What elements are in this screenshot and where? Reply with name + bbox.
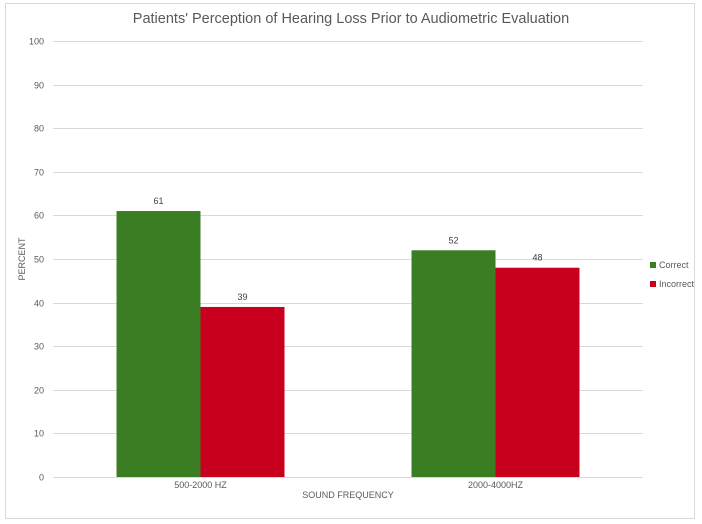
- x-axis-ticks: 500-2000 HZ 2000-4000HZ: [174, 480, 523, 490]
- bar-correct: [116, 211, 201, 478]
- x-axis-title: SOUND FREQUENCY: [302, 490, 394, 500]
- y-tick-label: 100: [29, 37, 44, 47]
- legend-swatch-incorrect: [650, 281, 656, 287]
- y-axis-ticks: 0 10 20 30 40 50 60 70 80 90 100: [29, 37, 44, 483]
- y-tick-label: 80: [34, 124, 44, 134]
- y-tick-label: 20: [34, 386, 44, 396]
- y-tick-label: 30: [34, 342, 44, 352]
- y-tick-label: 10: [34, 429, 44, 439]
- chart-title: Patients' Perception of Hearing Loss Pri…: [133, 11, 569, 27]
- y-axis-title: PERCENT: [17, 237, 27, 281]
- data-label: 48: [532, 253, 542, 263]
- data-label: 39: [237, 292, 247, 302]
- y-tick-label: 50: [34, 255, 44, 265]
- legend-label-correct: Correct: [659, 260, 689, 270]
- y-tick-label: 0: [39, 473, 44, 483]
- bar-incorrect: [495, 267, 580, 477]
- y-tick-label: 60: [34, 211, 44, 221]
- data-labels: 61 39 52 48: [153, 196, 542, 302]
- y-tick-label: 90: [34, 81, 44, 91]
- bars: [116, 211, 580, 478]
- legend-label-incorrect: Incorrect: [659, 279, 695, 289]
- bar-correct: [411, 250, 496, 477]
- x-tick-label: 2000-4000HZ: [468, 480, 524, 490]
- legend-swatch-correct: [650, 262, 656, 268]
- bar-incorrect: [200, 306, 285, 477]
- y-tick-label: 70: [34, 168, 44, 178]
- x-tick-label: 500-2000 HZ: [174, 480, 227, 490]
- data-label: 61: [153, 196, 163, 206]
- y-tick-label: 40: [34, 299, 44, 309]
- legend: Correct Incorrect: [650, 260, 695, 289]
- data-label: 52: [448, 235, 458, 245]
